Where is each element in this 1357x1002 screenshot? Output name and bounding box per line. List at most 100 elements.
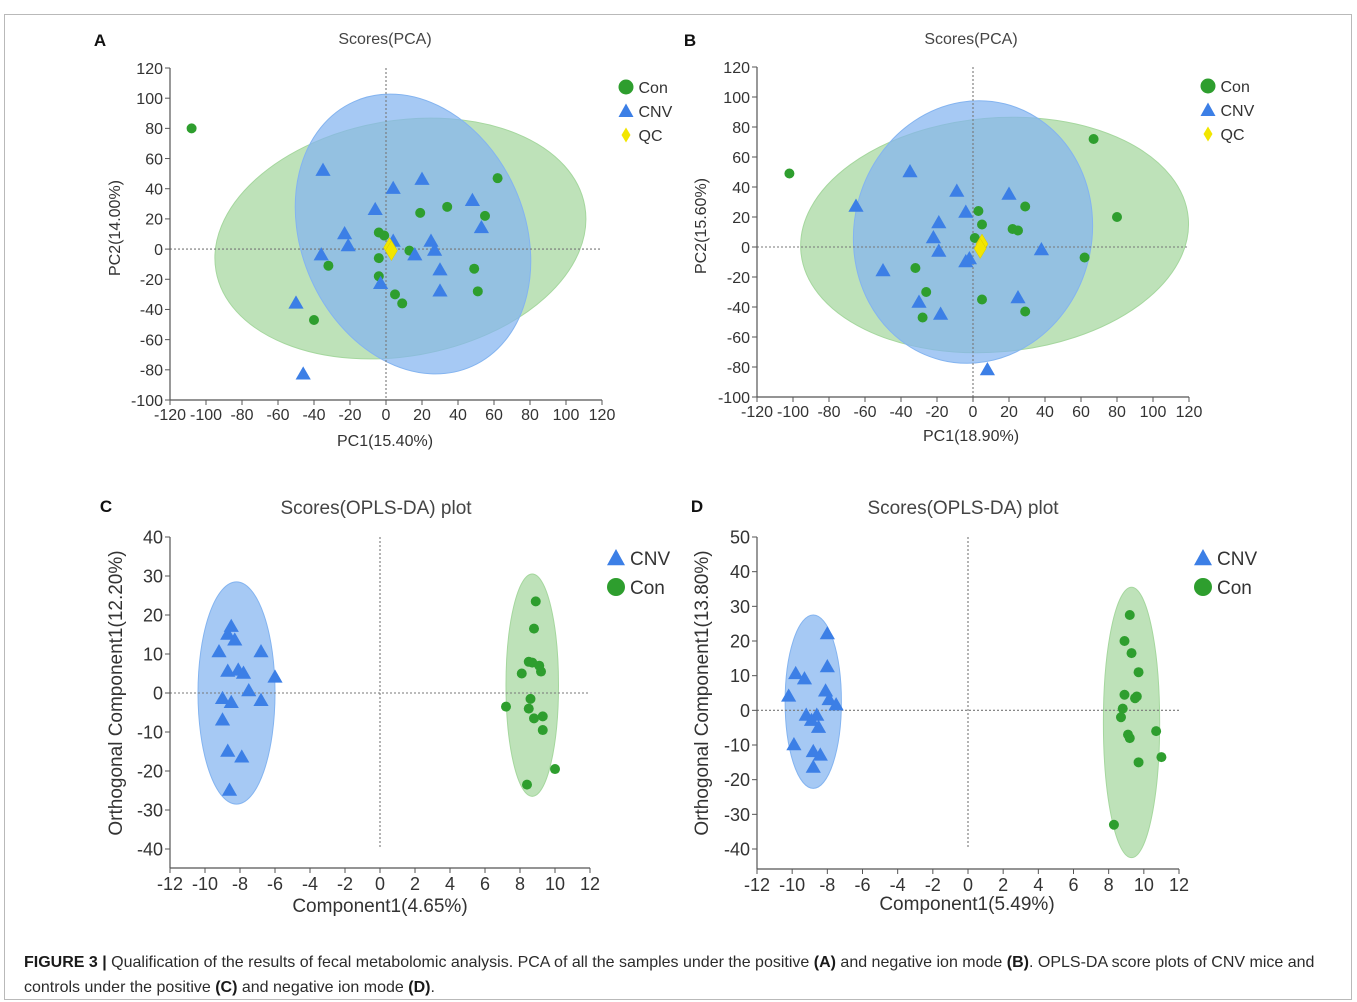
y-tick-label: 40 xyxy=(145,181,163,198)
confidence-ellipses xyxy=(784,586,1161,859)
y-tick-label: -60 xyxy=(727,330,750,347)
caption-ref-c: (C) xyxy=(215,979,238,996)
y-tick-label: -10 xyxy=(724,735,750,755)
cnv-point xyxy=(214,712,231,726)
x-axis-label: PC1(18.90%) xyxy=(923,428,1019,445)
y-tick-label: 0 xyxy=(154,242,163,259)
con-point xyxy=(397,298,408,309)
con-point xyxy=(917,312,928,323)
con-point xyxy=(309,315,319,326)
x-tick-label: 0 xyxy=(382,407,391,424)
y-tick-label: 10 xyxy=(143,644,163,664)
x-tick-label: 80 xyxy=(1108,404,1126,421)
x-tick-label: 12 xyxy=(1169,875,1189,895)
caption-text-2: and negative ion mode xyxy=(835,954,1007,971)
qc-point xyxy=(385,240,398,262)
con-point xyxy=(525,693,536,704)
con-point xyxy=(523,703,534,714)
cnv-point xyxy=(234,749,250,763)
cnv-point xyxy=(812,747,828,761)
cnv-point xyxy=(1001,186,1017,200)
con-point xyxy=(1020,306,1031,317)
x-tick-label: -120 xyxy=(154,407,186,424)
x-tick-label: -120 xyxy=(741,404,773,421)
cnv-point xyxy=(781,688,797,702)
y-tick-label: -20 xyxy=(724,770,750,790)
x-tick-label: -12 xyxy=(744,875,770,895)
con-point xyxy=(1079,252,1090,263)
con-point xyxy=(910,263,921,273)
con-point xyxy=(921,287,932,297)
con-point xyxy=(522,779,532,790)
cnv-point xyxy=(933,306,949,320)
legend-label: QC xyxy=(639,128,663,145)
y-tick-label: -10 xyxy=(137,722,163,742)
cnv-point xyxy=(313,247,329,261)
con-point xyxy=(537,725,548,736)
con-point xyxy=(1112,212,1122,222)
y-tick-label: 20 xyxy=(732,210,750,227)
legend-marker-cnv xyxy=(1200,102,1216,116)
x-tick-label: 60 xyxy=(1072,404,1090,421)
cnv-point xyxy=(819,626,835,640)
x-tick-label: -2 xyxy=(925,875,941,895)
con-point xyxy=(969,233,980,243)
x-tick-label: -60 xyxy=(266,407,289,424)
y-tick-label: -40 xyxy=(140,302,163,319)
x-tick-label: -6 xyxy=(854,875,870,895)
cnv-point xyxy=(385,180,401,194)
y-tick-label: -100 xyxy=(131,393,163,410)
legend-label: Con xyxy=(639,80,668,97)
cnv-point xyxy=(1010,290,1026,304)
cnv-point xyxy=(220,626,236,640)
cnv-point xyxy=(803,712,820,726)
cnv-point xyxy=(821,691,837,706)
legend-marker-con xyxy=(1200,78,1216,94)
con-point xyxy=(480,210,490,221)
chart-panel-b: B Scores(PCA)120100806040200-20-40-60-80-… xyxy=(684,31,1255,445)
series-con xyxy=(784,134,1122,323)
con-point xyxy=(550,764,560,775)
cnv-point xyxy=(235,665,252,679)
cnv-point xyxy=(432,283,448,297)
legend-marker-qc xyxy=(1203,126,1213,142)
legend-marker-cnv xyxy=(618,103,634,117)
chart-panel-a: A Scores(PCA)120100806040200-20-40-60-80-… xyxy=(94,31,673,450)
cnv-point xyxy=(1033,242,1049,256)
y-tick-label: 20 xyxy=(145,212,163,229)
con-point xyxy=(373,253,384,264)
con-point xyxy=(1133,667,1144,678)
caption-label: FIGURE 3 | xyxy=(24,954,107,971)
cnv-point xyxy=(931,215,947,229)
cnv-point xyxy=(786,737,802,751)
series-cnv xyxy=(781,626,844,773)
y-tick-label: 0 xyxy=(740,701,750,721)
x-tick-label: -8 xyxy=(819,875,835,895)
cnv-point xyxy=(949,183,965,197)
con-point xyxy=(469,263,480,274)
ellipse-con xyxy=(505,573,559,797)
con-point xyxy=(1124,610,1135,620)
caption-ref-a: (A) xyxy=(813,954,836,971)
cnv-point xyxy=(931,243,947,257)
con-point xyxy=(442,201,453,212)
x-tick-label: 100 xyxy=(553,407,580,424)
con-point xyxy=(1117,703,1128,714)
x-tick-label: 40 xyxy=(449,407,467,424)
legend-label: CNV xyxy=(639,104,673,121)
cnv-point xyxy=(961,251,977,265)
con-point xyxy=(977,294,987,305)
y-axis-label: Orthogonal Component1(12.20%) xyxy=(106,550,127,835)
cnv-point xyxy=(473,219,489,234)
y-axis-label: PC2(15.60%) xyxy=(693,178,710,274)
y-tick-label: 60 xyxy=(145,151,163,168)
panel-title: Scores(OPLS-DA) plot xyxy=(280,498,472,519)
con-point xyxy=(1130,693,1141,704)
x-tick-label: -80 xyxy=(817,404,840,421)
figure-frame xyxy=(4,14,1352,1000)
qc-point xyxy=(973,238,987,259)
x-tick-label: -8 xyxy=(232,874,248,894)
cnv-point xyxy=(253,692,269,706)
series-qc xyxy=(383,237,398,262)
cnv-point xyxy=(464,192,480,206)
